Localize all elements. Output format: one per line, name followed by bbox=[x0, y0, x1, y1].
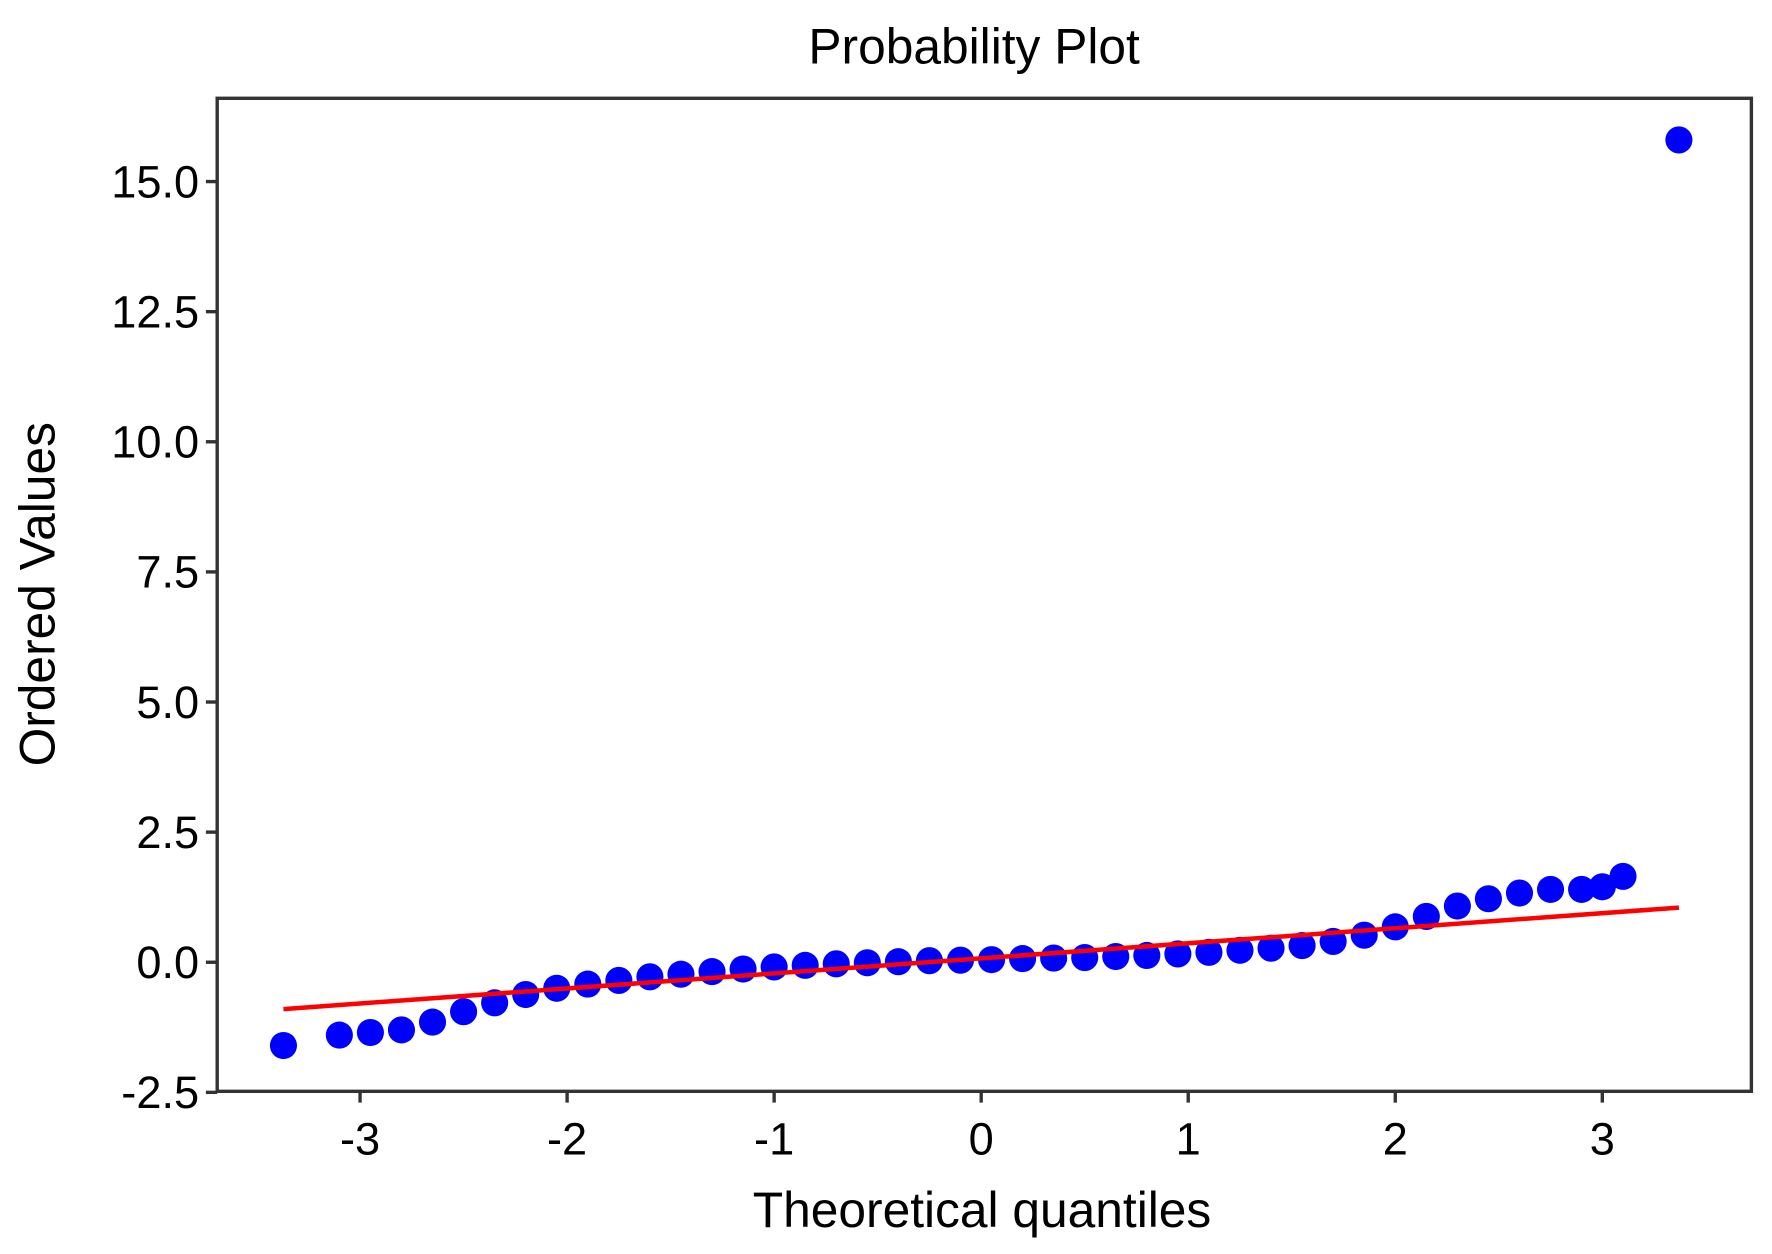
chart-title: Probability Plot bbox=[808, 18, 1140, 74]
y-tick-label: 5.0 bbox=[136, 677, 199, 728]
data-point bbox=[636, 963, 664, 991]
data-point bbox=[791, 951, 819, 979]
data-point bbox=[574, 970, 602, 998]
data-point bbox=[667, 960, 695, 988]
data-point bbox=[1505, 879, 1534, 907]
data-point bbox=[356, 1018, 384, 1047]
data-point bbox=[1588, 873, 1616, 901]
data-point bbox=[1226, 936, 1254, 964]
data-point bbox=[1288, 932, 1316, 960]
x-tick-label: 3 bbox=[1590, 1114, 1615, 1165]
y-tick-label: 15.0 bbox=[111, 156, 199, 207]
x-tick-label: 0 bbox=[969, 1114, 994, 1165]
x-axis: -3 -2 -1 0 1 2 3 bbox=[340, 1091, 1615, 1165]
y-axis: -2.5 0.0 2.5 5.0 7.5 10.0 12.5 15.0 bbox=[111, 156, 218, 1118]
y-tick-label: 12.5 bbox=[111, 286, 199, 337]
data-point bbox=[822, 950, 850, 978]
y-tick-label: 2.5 bbox=[136, 807, 199, 858]
data-point bbox=[387, 1016, 416, 1044]
data-point bbox=[884, 948, 912, 976]
data-point bbox=[853, 949, 881, 977]
data-points bbox=[269, 126, 1693, 1060]
x-tick-label: -2 bbox=[547, 1114, 587, 1165]
data-point bbox=[1009, 945, 1037, 973]
data-point bbox=[698, 958, 726, 986]
y-axis-label: Ordered Values bbox=[10, 422, 66, 766]
data-point bbox=[1040, 944, 1068, 972]
data-point bbox=[760, 953, 788, 981]
y-tick-label: 7.5 bbox=[136, 547, 199, 598]
data-point bbox=[512, 980, 540, 1009]
data-point bbox=[450, 998, 478, 1026]
fit-line bbox=[283, 905, 1680, 1012]
y-tick-label: 0.0 bbox=[136, 937, 199, 988]
plot-frame bbox=[215, 96, 1754, 1094]
data-point bbox=[1474, 885, 1502, 913]
data-point bbox=[269, 1031, 298, 1060]
x-tick-label: 1 bbox=[1176, 1114, 1201, 1165]
data-point bbox=[1665, 126, 1693, 154]
data-point bbox=[1609, 862, 1637, 890]
data-point bbox=[1443, 892, 1471, 920]
y-tick-label: 10.0 bbox=[111, 417, 199, 468]
x-tick-label: 2 bbox=[1383, 1114, 1408, 1165]
data-point bbox=[1195, 938, 1223, 966]
data-point bbox=[418, 1008, 447, 1036]
data-point bbox=[325, 1021, 353, 1049]
data-point bbox=[1257, 934, 1285, 962]
x-tick-label: -1 bbox=[754, 1114, 794, 1165]
y-tick-label: -2.5 bbox=[121, 1067, 199, 1118]
data-point bbox=[1568, 875, 1596, 903]
data-point bbox=[605, 966, 633, 995]
x-axis-label: Theoretical quantiles bbox=[753, 1182, 1212, 1238]
data-point bbox=[1164, 940, 1192, 968]
data-point bbox=[1350, 921, 1378, 949]
x-tick-label: -3 bbox=[340, 1114, 380, 1165]
data-point bbox=[1536, 875, 1565, 903]
